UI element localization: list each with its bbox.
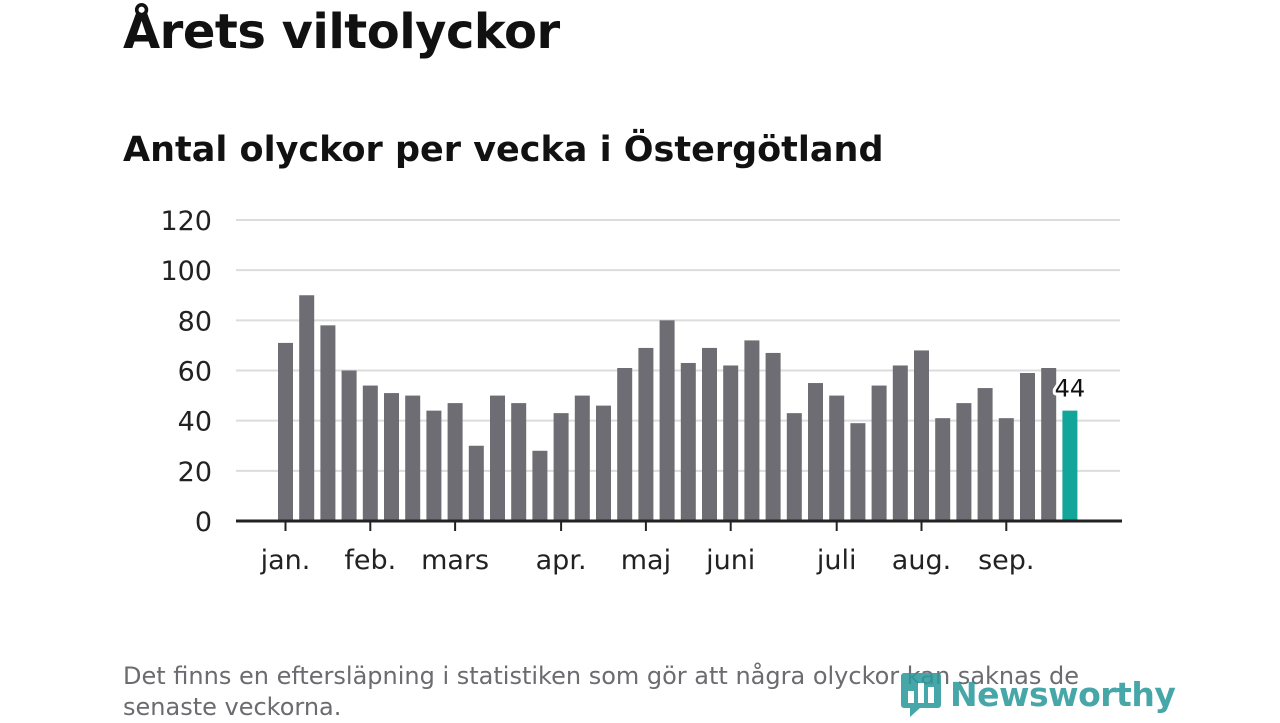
- chart-title: Årets viltolyckor: [123, 4, 560, 60]
- bar: [702, 347, 717, 521]
- bar: [384, 393, 399, 521]
- x-tick-label: maj: [621, 545, 671, 576]
- bar: [490, 395, 505, 521]
- bar: [1041, 367, 1057, 521]
- bar: [299, 295, 315, 521]
- bar: [638, 347, 654, 521]
- bar: [617, 367, 633, 521]
- gridlines: [236, 219, 1120, 472]
- bar: [596, 405, 611, 521]
- x-axis-ticks: jan. feb. mars apr. maj juni juli aug. sep.: [260, 521, 1035, 576]
- bar: [278, 342, 293, 521]
- bar: [468, 445, 484, 521]
- bar: [574, 395, 590, 521]
- bar: [977, 388, 993, 521]
- bar: [765, 352, 781, 521]
- bar: [892, 365, 908, 521]
- x-tick-label: feb.: [344, 545, 396, 576]
- bar: [405, 395, 421, 521]
- y-tick-label: 100: [160, 256, 212, 287]
- y-tick-label: 60: [178, 357, 212, 388]
- bar: [786, 413, 802, 521]
- bar: [447, 403, 463, 521]
- y-tick-label: 0: [195, 507, 212, 538]
- bar: [723, 365, 739, 521]
- bar: [680, 362, 696, 521]
- bar-highlighted: [1062, 410, 1078, 521]
- x-tick-label: jan.: [260, 545, 311, 576]
- x-tick-label: apr.: [536, 545, 587, 576]
- last-value-label: 44: [1055, 375, 1086, 403]
- bar: [935, 418, 951, 521]
- bar: [850, 423, 866, 521]
- bar: [341, 370, 357, 521]
- bar: [532, 450, 548, 521]
- brand-name: Newsworthy: [950, 674, 1176, 714]
- bar: [871, 385, 887, 521]
- data-labels: 44: [1052, 372, 1089, 406]
- y-tick-label: 40: [178, 407, 212, 438]
- x-tick-label: sep.: [978, 545, 1034, 576]
- x-tick-label: mars: [421, 545, 489, 576]
- bar-chart-bubble-icon: [901, 673, 941, 717]
- y-tick-label: 20: [178, 457, 212, 488]
- y-tick-label: 80: [178, 306, 212, 337]
- bar: [808, 383, 823, 521]
- newsworthy-logo: Newsworthy: [900, 668, 1176, 720]
- x-tick-label: juni: [705, 545, 755, 576]
- x-tick-label: juli: [816, 545, 857, 576]
- bar: [511, 403, 527, 521]
- bars: [278, 295, 1078, 521]
- bar: [1020, 373, 1035, 521]
- bar: [956, 403, 972, 521]
- bar: [998, 418, 1014, 521]
- bar: [659, 320, 675, 521]
- x-tick-label: aug.: [892, 545, 951, 576]
- bar: [553, 413, 569, 521]
- y-axis-ticks: 0 20 40 60 80 100 120: [160, 206, 212, 538]
- bar: [320, 325, 336, 521]
- bar: [744, 340, 760, 521]
- bar: [426, 410, 442, 521]
- bar: [914, 350, 929, 521]
- y-tick-label: 120: [160, 206, 212, 237]
- bar: [829, 395, 845, 521]
- chart-subtitle: Antal olyckor per vecka i Östergötland: [123, 130, 884, 170]
- bar: [362, 385, 378, 521]
